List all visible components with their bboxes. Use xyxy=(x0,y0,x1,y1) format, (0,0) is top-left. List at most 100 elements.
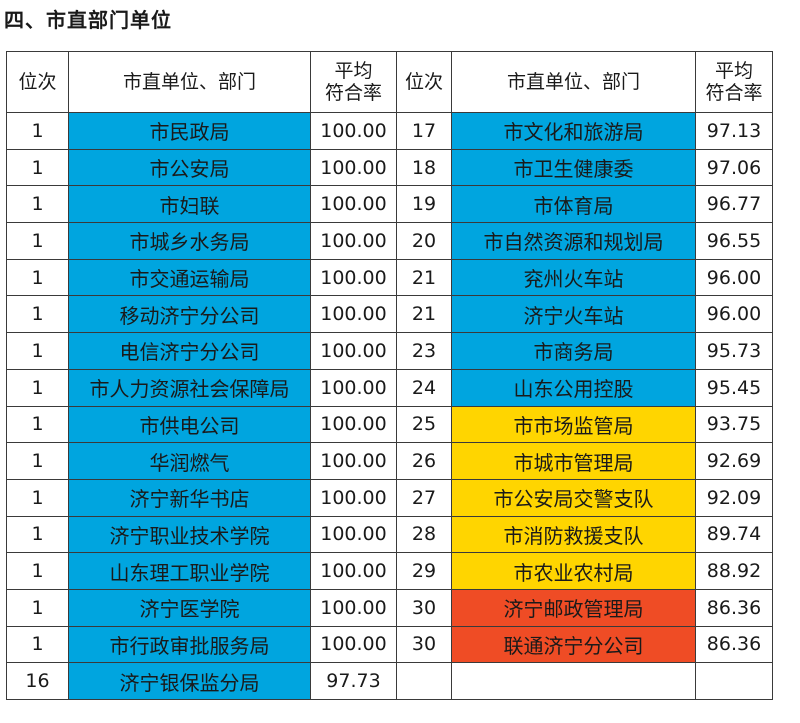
table-row: 1 市人力资源社会保障局 100.00 24 山东公用控股 95.45 xyxy=(6,368,773,407)
table-row: 1 电信济宁分公司 100.00 23 市商务局 95.73 xyxy=(6,332,773,370)
header-name-right: 市直单位、部门 xyxy=(451,51,696,113)
rank-cell: 1 xyxy=(6,478,69,517)
header-name-left: 市直单位、部门 xyxy=(68,51,311,113)
unit-name-cell: 电信济宁分公司 xyxy=(68,332,311,370)
unit-name-cell: 市交通运输局 xyxy=(68,258,311,297)
rank-cell: 1 xyxy=(6,258,69,297)
header-rate-left: 平均 符合率 xyxy=(310,51,397,113)
unit-name-cell: 市公安局交警支队 xyxy=(451,478,696,517)
rate-cell: 100.00 xyxy=(310,222,397,260)
rate-cell: 100.00 xyxy=(310,625,397,664)
rank-cell: 20 xyxy=(396,222,452,260)
rank-cell: 21 xyxy=(396,295,452,334)
rank-cell: 23 xyxy=(396,332,452,370)
rate-cell: 100.00 xyxy=(310,442,397,480)
table-row: 16 济宁银保监分局 97.73 xyxy=(6,662,773,700)
rate-cell: 88.92 xyxy=(695,552,773,590)
rate-cell: 97.06 xyxy=(695,148,773,187)
table-row: 1 市城乡水务局 100.00 20 市自然资源和规划局 96.55 xyxy=(6,222,773,260)
rank-cell xyxy=(396,662,452,700)
table-row: 1 华润燃气 100.00 26 市城市管理局 92.69 xyxy=(6,442,773,480)
unit-name-cell: 济宁医学院 xyxy=(68,588,311,627)
rank-cell: 17 xyxy=(396,112,452,150)
rank-cell: 1 xyxy=(6,185,69,224)
rate-cell: 100.00 xyxy=(310,588,397,627)
unit-name-cell: 市人力资源社会保障局 xyxy=(68,368,311,407)
rate-cell: 100.00 xyxy=(310,112,397,150)
ranking-table: 位次 市直单位、部门 平均 符合率 位次 市直单位、部门 平均 符合率 1 市民政… xyxy=(6,51,773,700)
rate-cell xyxy=(695,662,773,700)
table-row: 1 市民政局 100.00 17 市文化和旅游局 97.13 xyxy=(6,112,773,150)
rank-cell: 1 xyxy=(6,148,69,187)
unit-name-cell: 市城市管理局 xyxy=(451,442,696,480)
header-rate-right: 平均 符合率 xyxy=(695,51,773,113)
rate-cell: 97.13 xyxy=(695,112,773,150)
header-rate-line1: 平均 xyxy=(334,60,373,82)
unit-name-cell: 市文化和旅游局 xyxy=(451,112,696,150)
table-row: 1 山东理工职业学院 100.00 29 市农业农村局 88.92 xyxy=(6,552,773,590)
rank-cell: 24 xyxy=(396,368,452,407)
table-row: 1 市供电公司 100.00 25 市市场监管局 93.75 xyxy=(6,405,773,444)
unit-name-cell: 济宁邮政管理局 xyxy=(451,588,696,627)
unit-name-cell: 济宁火车站 xyxy=(451,295,696,334)
header-rank-right: 位次 xyxy=(396,51,452,113)
rate-cell: 96.55 xyxy=(695,222,773,260)
rate-cell: 96.77 xyxy=(695,185,773,224)
unit-name-cell: 山东公用控股 xyxy=(451,368,696,407)
rate-cell: 97.73 xyxy=(310,662,397,700)
header-rate-line1: 平均 xyxy=(714,60,753,82)
rank-cell: 25 xyxy=(396,405,452,444)
rate-cell: 100.00 xyxy=(310,148,397,187)
unit-name-cell: 兖州火车站 xyxy=(451,258,696,297)
unit-name-cell: 济宁新华书店 xyxy=(68,478,311,517)
rate-cell: 100.00 xyxy=(310,405,397,444)
unit-name-cell: 市卫生健康委 xyxy=(451,148,696,187)
rate-cell: 86.36 xyxy=(695,588,773,627)
unit-name-cell: 市民政局 xyxy=(68,112,311,150)
unit-name-cell: 市商务局 xyxy=(451,332,696,370)
rank-cell: 1 xyxy=(6,625,69,664)
rate-cell: 95.45 xyxy=(695,368,773,407)
table-row: 1 市妇联 100.00 19 市体育局 96.77 xyxy=(6,185,773,224)
rate-cell: 96.00 xyxy=(695,258,773,297)
rate-cell: 100.00 xyxy=(310,332,397,370)
unit-name-cell: 市自然资源和规划局 xyxy=(451,222,696,260)
header-row: 位次 市直单位、部门 平均 符合率 位次 市直单位、部门 平均 符合率 xyxy=(6,51,773,113)
rank-cell: 26 xyxy=(396,442,452,480)
rate-cell: 96.00 xyxy=(695,295,773,334)
rate-cell: 92.09 xyxy=(695,478,773,517)
table-row: 1 市行政审批服务局 100.00 30 联通济宁分公司 86.36 xyxy=(6,625,773,664)
unit-name-cell: 移动济宁分公司 xyxy=(68,295,311,334)
rank-cell: 1 xyxy=(6,222,69,260)
rank-cell: 1 xyxy=(6,368,69,407)
rate-cell: 86.36 xyxy=(695,625,773,664)
rank-cell: 1 xyxy=(6,332,69,370)
rate-cell: 89.74 xyxy=(695,515,773,554)
rate-cell: 92.69 xyxy=(695,442,773,480)
unit-name-cell: 市市场监管局 xyxy=(451,405,696,444)
unit-name-cell xyxy=(451,662,696,700)
rate-cell: 100.00 xyxy=(310,185,397,224)
rate-cell: 100.00 xyxy=(310,478,397,517)
rank-cell: 1 xyxy=(6,515,69,554)
table-body: 1 市民政局 100.00 17 市文化和旅游局 97.13 1 市公安局 100.00 18 市卫… xyxy=(6,112,773,700)
rank-cell: 19 xyxy=(396,185,452,224)
unit-name-cell: 市公安局 xyxy=(68,148,311,187)
rate-cell: 95.73 xyxy=(695,332,773,370)
rank-cell: 18 xyxy=(396,148,452,187)
rate-cell: 100.00 xyxy=(310,295,397,334)
rank-cell: 29 xyxy=(396,552,452,590)
rate-cell: 100.00 xyxy=(310,515,397,554)
rate-cell: 100.00 xyxy=(310,552,397,590)
table-row: 1 市交通运输局 100.00 21 兖州火车站 96.00 xyxy=(6,258,773,297)
unit-name-cell: 济宁职业技术学院 xyxy=(68,515,311,554)
header-rank-left: 位次 xyxy=(6,51,69,113)
table-row: 1 移动济宁分公司 100.00 21 济宁火车站 96.00 xyxy=(6,295,773,334)
unit-name-cell: 市供电公司 xyxy=(68,405,311,444)
unit-name-cell: 市体育局 xyxy=(451,185,696,224)
unit-name-cell: 市农业农村局 xyxy=(451,552,696,590)
rank-cell: 1 xyxy=(6,405,69,444)
unit-name-cell: 联通济宁分公司 xyxy=(451,625,696,664)
rank-cell: 1 xyxy=(6,552,69,590)
table-row: 1 济宁新华书店 100.00 27 市公安局交警支队 92.09 xyxy=(6,478,773,517)
